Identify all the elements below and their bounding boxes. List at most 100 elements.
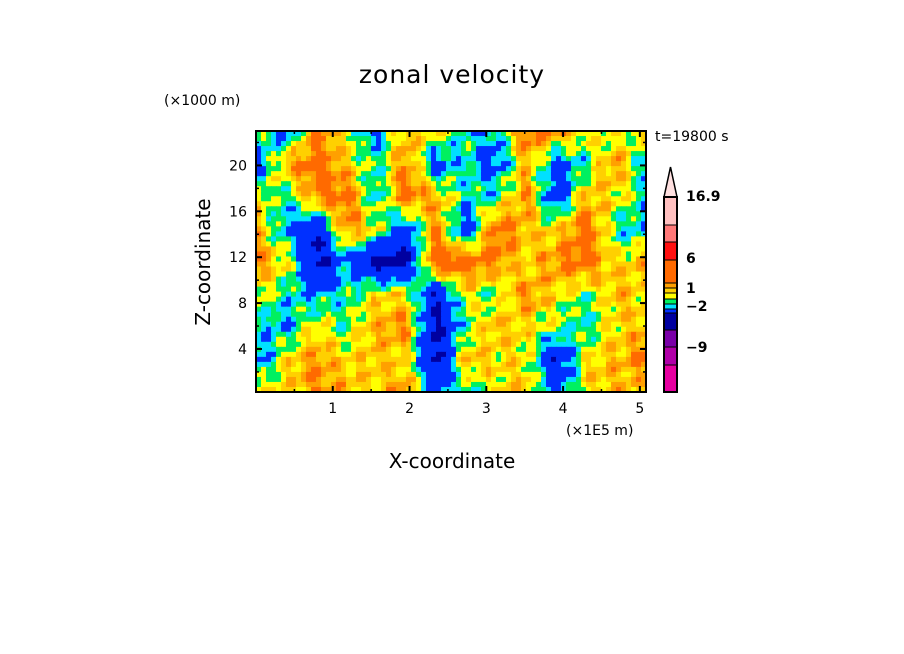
field-cell: [346, 291, 352, 298]
field-cell: [341, 166, 347, 172]
field-cell: [416, 291, 422, 298]
field-cell: [396, 211, 402, 217]
field-cell: [511, 186, 517, 192]
field-cell: [271, 321, 277, 328]
field-cell: [291, 291, 297, 298]
field-cell: [281, 176, 287, 182]
field-cell: [451, 376, 457, 383]
field-cell: [571, 341, 577, 348]
field-cell: [471, 261, 477, 268]
field-cell: [386, 216, 392, 222]
field-cell: [641, 326, 647, 333]
field-cell: [321, 326, 327, 333]
field-cell: [446, 326, 452, 333]
field-cell: [596, 366, 602, 373]
field-cell: [481, 361, 487, 368]
field-cell: [526, 211, 532, 217]
field-cell: [571, 226, 577, 232]
colorbar-band: [663, 312, 678, 331]
field-cell: [256, 301, 262, 308]
field-cell: [381, 296, 387, 303]
field-cell: [371, 361, 377, 368]
field-cell: [446, 281, 452, 288]
field-cell: [306, 181, 312, 187]
field-cell: [426, 281, 432, 288]
field-cell: [286, 371, 292, 378]
field-cell: [346, 146, 352, 152]
field-cell: [386, 361, 392, 368]
field-cell: [516, 271, 522, 278]
field-cell: [426, 261, 432, 268]
field-cell: [551, 181, 557, 187]
field-cell: [631, 336, 637, 343]
field-cell: [391, 226, 397, 232]
field-cell: [461, 131, 467, 137]
field-cell: [361, 361, 367, 368]
field-cell: [271, 376, 277, 383]
field-cell: [401, 181, 407, 187]
field-cell: [556, 181, 562, 187]
field-cell: [486, 166, 492, 172]
field-cell: [481, 206, 487, 212]
field-cell: [321, 371, 327, 378]
field-cell: [306, 296, 312, 303]
field-cell: [441, 336, 447, 343]
field-cell: [596, 211, 602, 217]
field-cell: [296, 161, 302, 167]
field-cell: [481, 311, 487, 318]
field-cell: [626, 306, 632, 313]
field-cell: [256, 201, 262, 207]
field-cell: [471, 206, 477, 212]
field-cell: [281, 211, 287, 217]
field-cell: [266, 191, 272, 197]
field-cell: [366, 196, 372, 202]
field-cell: [416, 386, 422, 393]
field-cell: [606, 281, 612, 288]
field-cell: [606, 161, 612, 167]
field-cell: [346, 196, 352, 202]
field-cell: [601, 206, 607, 212]
field-cell: [596, 226, 602, 232]
field-cell: [321, 251, 327, 258]
field-cell: [576, 326, 582, 333]
field-cell: [521, 291, 527, 298]
field-cell: [456, 266, 462, 273]
field-cell: [286, 346, 292, 353]
field-cell: [521, 361, 527, 368]
field-cell: [626, 191, 632, 197]
field-cell: [371, 201, 377, 207]
field-cell: [406, 171, 412, 177]
field-cell: [401, 221, 407, 227]
field-cell: [596, 196, 602, 202]
field-cell: [626, 251, 632, 258]
field-cell: [481, 286, 487, 293]
field-cell: [456, 311, 462, 318]
field-cell: [321, 366, 327, 373]
field-cell: [551, 161, 557, 167]
field-cell: [371, 176, 377, 182]
field-cell: [531, 196, 537, 202]
field-cell: [546, 151, 552, 157]
field-cell: [406, 161, 412, 167]
field-cell: [431, 286, 437, 293]
field-cell: [466, 241, 472, 248]
field-cell: [391, 311, 397, 318]
field-cell: [461, 381, 467, 388]
field-cell: [356, 186, 362, 192]
field-cell: [366, 351, 372, 358]
field-cell: [606, 216, 612, 222]
field-cell: [361, 151, 367, 157]
field-cell: [381, 271, 387, 278]
field-cell: [616, 241, 622, 248]
field-cell: [266, 331, 272, 338]
field-cell: [636, 161, 642, 167]
field-cell: [491, 151, 497, 157]
field-cell: [501, 211, 507, 217]
field-cell: [586, 216, 592, 222]
field-cell: [526, 336, 532, 343]
field-cell: [501, 176, 507, 182]
field-cell: [626, 336, 632, 343]
field-cell: [511, 296, 517, 303]
field-cell: [291, 256, 297, 263]
field-cell: [346, 256, 352, 263]
